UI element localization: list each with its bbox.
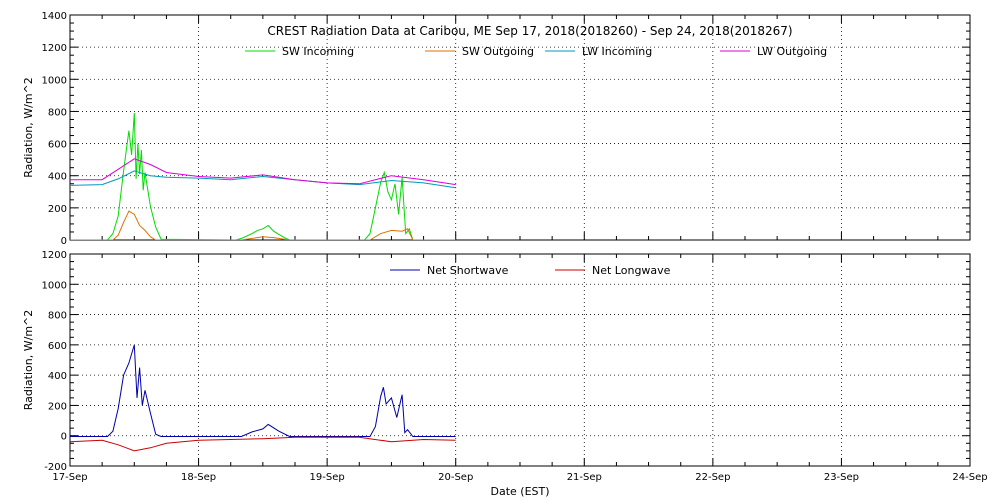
legend-label: LW Incoming: [582, 45, 652, 58]
series-line-net-shortwave: [70, 344, 456, 437]
series-line-sw-incoming: [70, 112, 456, 240]
y-tick-label: 0: [61, 236, 67, 247]
series-line-lw-outgoing: [70, 158, 456, 186]
y-tick-label: 1400: [42, 11, 67, 22]
y-tick-label: 600: [48, 140, 67, 151]
y-tick-label: 200: [48, 204, 67, 215]
x-axis-label: Date (EST): [490, 485, 549, 498]
y-tick-label: 200: [48, 401, 67, 412]
plot-frame: [69, 253, 971, 467]
x-tick-label: 22-Sep: [695, 472, 730, 483]
legend-label: Net Shortwave: [427, 264, 509, 277]
y-tick-label: 800: [48, 107, 67, 118]
y-axis-label: Radiation, W/m^2: [22, 310, 35, 411]
bottom-panel: -200 0 200 400 600 800 1000 1200 17-Sep 18-Sep 19-…: [22, 250, 988, 483]
x-tick-label: 23-Sep: [824, 472, 859, 483]
legend-label: Net Longwave: [592, 264, 671, 277]
top-panel: 0 200 400 600 800 1000 1200 1400 Radiation, W/m^…: [22, 11, 971, 247]
y-tick-label: 1200: [42, 43, 67, 54]
x-tick-label: 20-Sep: [438, 472, 473, 483]
x-tick-label: 19-Sep: [310, 472, 345, 483]
y-tick-label: 400: [48, 172, 67, 183]
x-tick-label: 17-Sep: [52, 472, 87, 483]
chart-title: CREST Radiation Data at Caribou, ME Sep …: [267, 24, 792, 38]
legend-label: SW Outgoing: [462, 45, 534, 58]
y-tick-label: 0: [61, 432, 67, 443]
y-tick-label: 1000: [42, 280, 67, 291]
series-line-sw-outgoing: [70, 210, 456, 240]
y-tick-label: 400: [48, 371, 67, 382]
series-line-lw-incoming: [70, 170, 456, 189]
series-line-net-longwave: [70, 436, 456, 452]
y-tick-label: 1200: [42, 250, 67, 261]
y-tick-label: 1000: [42, 75, 67, 86]
y-axis-label: Radiation, W/m^2: [22, 77, 35, 178]
x-tick-label: 21-Sep: [567, 472, 602, 483]
legend-label: SW Incoming: [282, 45, 354, 58]
y-tick-label: -200: [44, 462, 67, 473]
x-tick-label: 24-Sep: [952, 472, 987, 483]
y-tick-label: 600: [48, 341, 67, 352]
x-tick-label: 18-Sep: [181, 472, 216, 483]
y-tick-label: 800: [48, 311, 67, 322]
legend-label: LW Outgoing: [757, 45, 827, 58]
